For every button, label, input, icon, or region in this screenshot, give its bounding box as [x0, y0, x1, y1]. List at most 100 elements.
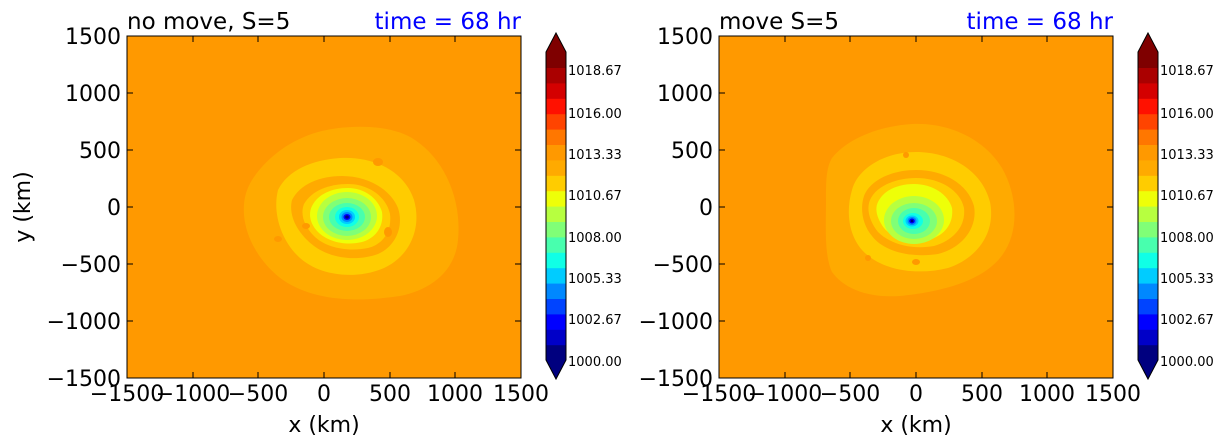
right-y-tick-label: 1000	[657, 82, 713, 107]
right-colorbar-band	[1138, 313, 1158, 330]
left-x-tick-marks	[126, 36, 522, 378]
right-colorbar-band	[1138, 175, 1158, 192]
left-colorbar-band	[546, 221, 566, 238]
left-contour-core-1	[345, 215, 349, 219]
left-y-tick-label: 0	[107, 196, 121, 221]
left-colorbar-band	[546, 283, 566, 299]
right-colorbar-band	[1138, 113, 1158, 130]
right-colorbar-band	[1138, 159, 1158, 176]
right-colorbar-upper-extension	[1138, 33, 1158, 52]
right-colorbar-band	[1138, 67, 1158, 84]
right-x-tick-label: 0	[909, 382, 923, 407]
left-x-tick-label: 1500	[493, 382, 549, 407]
left-colorbar-band	[546, 82, 566, 99]
left-y-tick-label: −1500	[47, 367, 121, 392]
right-y-tick-label: −1000	[639, 310, 713, 335]
right-speck-1	[912, 259, 920, 265]
right-x-axis-label: x (km)	[880, 413, 951, 438]
right-colorbar-band	[1138, 267, 1158, 284]
right-y-tick-label: −1500	[639, 367, 713, 392]
right-contour-core-1	[910, 219, 914, 223]
left-colorbar-band	[546, 52, 566, 68]
left-x-tick-label: −1500	[90, 382, 164, 407]
right-colorbar-tick-label: 1000.00	[1160, 355, 1214, 370]
left-colorbar-band	[546, 236, 566, 253]
left-x-axis-label: x (km)	[288, 413, 359, 438]
right-colorbar-tick-label: 1013.33	[1160, 148, 1214, 163]
right-colorbar: 1018.67 1016.00 1013.33 1010.67 1008.00 …	[1137, 31, 1214, 381]
left-panel-time-label: time = 68 hr	[375, 9, 522, 35]
right-y-tick-marks	[719, 35, 1113, 379]
left-colorbar-tick-label: 1016.00	[568, 107, 622, 122]
right-panel-time-label: time = 68 hr	[967, 9, 1114, 35]
right-colorbar-tick-label: 1016.00	[1160, 107, 1214, 122]
right-x-tick-marks	[718, 36, 1114, 378]
right-y-tick-label: 1500	[657, 25, 713, 50]
right-colorbar-band	[1138, 283, 1158, 299]
right-colorbar-band	[1138, 98, 1158, 115]
left-x-tick-label: −500	[228, 382, 288, 407]
right-y-tick-label: 0	[699, 196, 713, 221]
right-y-tick-label: 500	[671, 139, 713, 164]
right-colorbar-band	[1138, 206, 1158, 222]
right-colorbar-band	[1138, 82, 1158, 99]
left-y-tick-label: 1000	[65, 82, 121, 107]
left-colorbar-tick-label: 1013.33	[568, 148, 622, 163]
right-speck-3	[903, 152, 909, 158]
left-colorbar-tick-label: 1005.33	[568, 272, 622, 287]
right-y-tick-label: −500	[653, 253, 713, 278]
left-colorbar-tick-label: 1000.00	[568, 355, 622, 370]
right-colorbar-band	[1138, 344, 1158, 361]
right-x-tick-label: −1500	[682, 382, 756, 407]
left-colorbar-band	[546, 98, 566, 115]
right-colorbar-band	[1138, 236, 1158, 253]
left-colorbar-band	[546, 344, 566, 361]
right-x-tick-label: 1000	[1019, 382, 1075, 407]
left-colorbar-band	[546, 190, 566, 207]
left-colorbar-band	[546, 144, 566, 161]
left-colorbar-upper-extension	[546, 33, 566, 52]
left-colorbar-band	[546, 329, 566, 346]
left-speck-1	[373, 158, 383, 166]
left-x-tick-label: 1000	[427, 382, 483, 407]
right-colorbar-band	[1138, 252, 1158, 269]
right-speck-2	[865, 255, 871, 261]
right-colorbar-bands	[1138, 52, 1158, 361]
left-panel: no move, S=5 time = 68 hr	[11, 9, 622, 438]
left-y-tick-label: 500	[79, 139, 121, 164]
right-x-tick-label: −500	[820, 382, 880, 407]
right-colorbar-band	[1138, 52, 1158, 68]
left-y-axis-label: y (km)	[11, 171, 36, 242]
left-speck-4	[384, 227, 392, 237]
right-colorbar-lower-extension	[1138, 360, 1158, 379]
left-x-tick-label: −1000	[156, 382, 230, 407]
right-colorbar-outline	[1137, 31, 1159, 381]
left-colorbar-bands	[546, 52, 566, 361]
right-y-tick-labels: 1500 1000 500 0 −500 −1000 −1500	[639, 25, 713, 392]
left-colorbar-tick-label: 1002.67	[568, 313, 622, 328]
left-colorbar-tick-label: 1008.00	[568, 231, 622, 246]
left-colorbar-tick-label: 1018.67	[568, 64, 622, 79]
left-colorbar-band	[546, 313, 566, 330]
right-colorbar-band	[1138, 298, 1158, 315]
right-colorbar-band	[1138, 329, 1158, 346]
right-pressure-field	[825, 123, 1015, 297]
right-colorbar-band	[1138, 190, 1158, 207]
left-colorbar-band	[546, 159, 566, 176]
left-y-tick-label: −1000	[47, 310, 121, 335]
left-panel-title: no move, S=5	[127, 9, 290, 35]
left-x-tick-label: 0	[317, 382, 331, 407]
right-colorbar-tick-labels: 1018.67 1016.00 1013.33 1010.67 1008.00 …	[1160, 64, 1214, 370]
left-colorbar-band	[546, 67, 566, 84]
left-colorbar-band	[546, 267, 566, 284]
right-colorbar-tick-label: 1005.33	[1160, 272, 1214, 287]
left-colorbar-band	[546, 113, 566, 130]
right-colorbar-tick-label: 1010.67	[1160, 189, 1214, 204]
right-colorbar-band	[1138, 144, 1158, 161]
right-colorbar-tick-label: 1008.00	[1160, 231, 1214, 246]
left-y-tick-label: −500	[61, 253, 121, 278]
right-panel: move S=5 time = 68 hr	[639, 9, 1214, 438]
right-x-tick-label: 500	[961, 382, 1003, 407]
left-colorbar-outline	[545, 31, 567, 381]
